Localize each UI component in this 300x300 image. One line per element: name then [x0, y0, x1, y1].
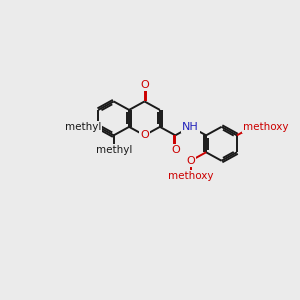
Text: O: O [248, 122, 257, 132]
Text: O: O [186, 156, 195, 166]
Text: methoxy: methoxy [243, 122, 289, 132]
Text: O: O [171, 145, 180, 155]
Text: O: O [140, 130, 149, 140]
Text: O: O [140, 80, 149, 89]
Text: methyl: methyl [95, 145, 132, 155]
Text: methyl: methyl [65, 122, 101, 132]
Text: methoxy: methoxy [168, 171, 214, 181]
Text: NH: NH [182, 122, 199, 132]
